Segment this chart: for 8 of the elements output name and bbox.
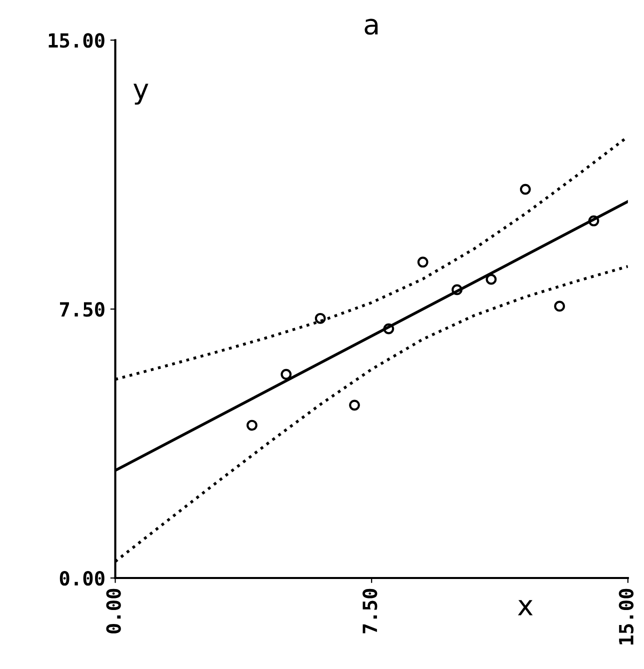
y-tick-label: 7.50 <box>60 302 104 317</box>
y-axis-title: y <box>134 84 148 105</box>
x-tick-label: 7.50 <box>362 588 378 634</box>
x-tick-label: 15.00 <box>618 588 634 644</box>
y-tick-label: 0.00 <box>60 570 104 586</box>
x-axis-title: x <box>518 600 533 616</box>
chart-title: a <box>364 18 378 35</box>
y-tick-label: 15.00 <box>48 33 104 48</box>
